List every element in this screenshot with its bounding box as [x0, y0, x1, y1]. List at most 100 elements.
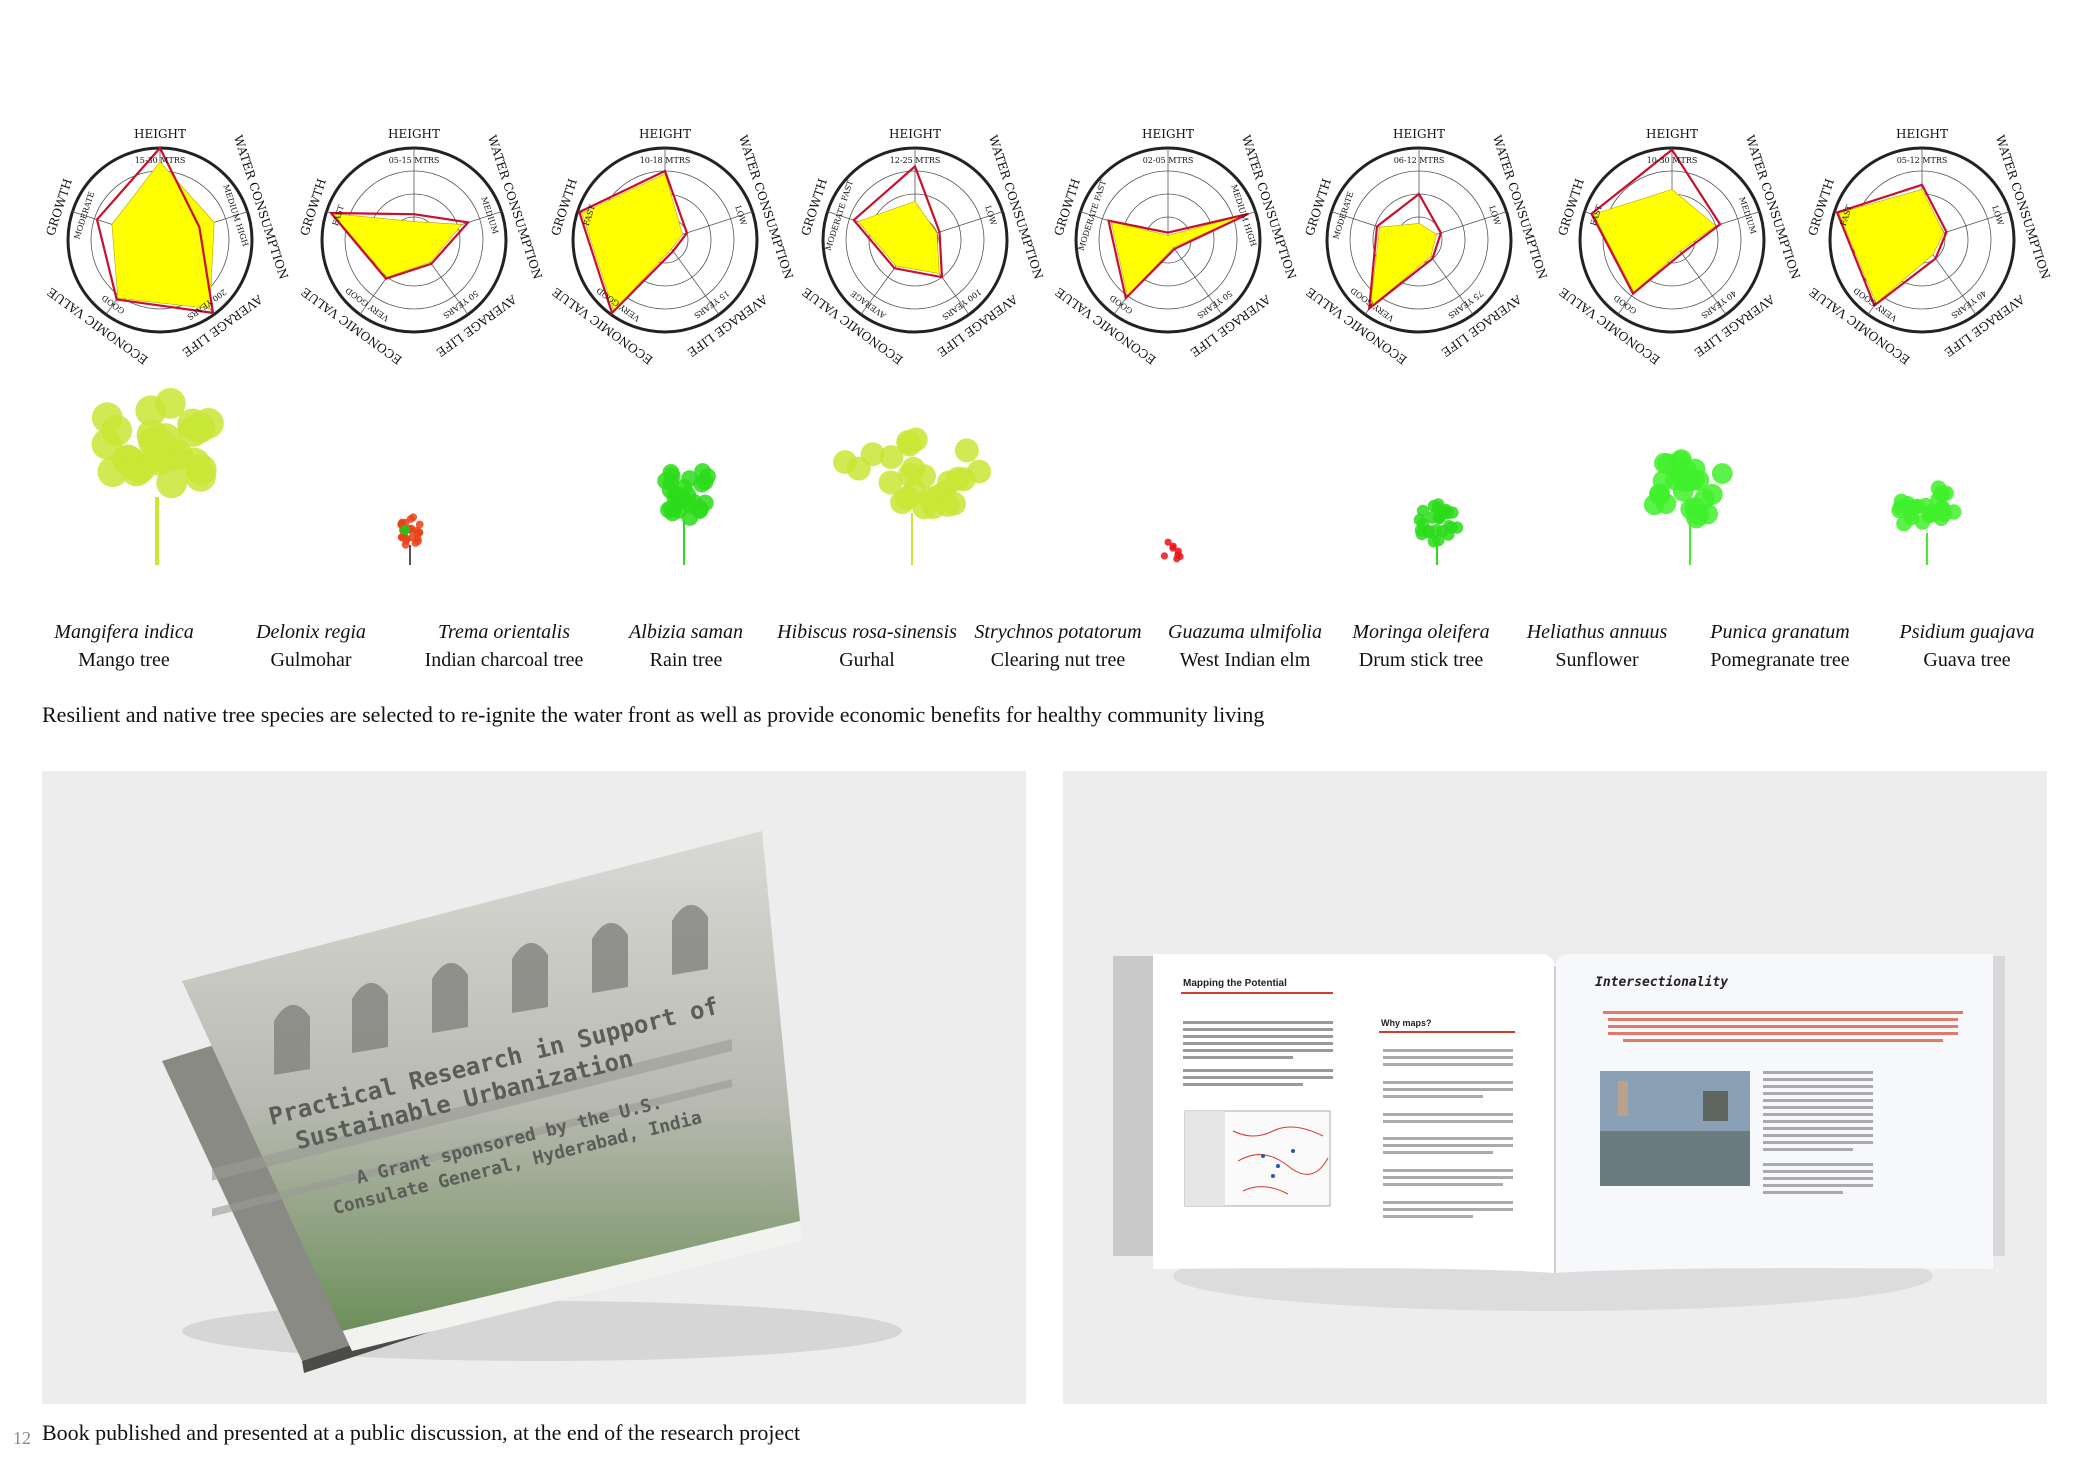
radar-level-label: 15-30 MTRS — [135, 156, 186, 165]
tree-icon — [1413, 498, 1464, 565]
tree-foliage — [1441, 506, 1454, 520]
radar-value-area — [1592, 189, 1717, 293]
species-scientific-name: Heliathus annuus — [1526, 621, 1668, 643]
species-common-name: Clearing nut tree — [990, 649, 1126, 671]
species-label: Hibiscus rosa-sinensis Gurhal — [767, 618, 967, 674]
spread-right-heading: Intersectionality — [1595, 975, 1728, 990]
tree-foliage — [1174, 547, 1182, 555]
species-label: Albizia saman Rain tree — [586, 618, 786, 674]
tree-foliage — [941, 491, 966, 516]
species-common-name: Sunflower — [1555, 649, 1639, 671]
tree-foliage — [1896, 515, 1912, 532]
radar-outline — [1835, 183, 1948, 308]
species-scientific-name: Punica granatum — [1710, 621, 1850, 643]
tree-foliage — [1935, 501, 1951, 517]
radar-axis-label: GROWTH — [1805, 177, 1837, 238]
radar-axis-label: ECONOMIC VALUE — [1557, 285, 1663, 367]
radar-level-label: LOW — [1990, 205, 2005, 228]
radar-level-label: LOW — [733, 205, 748, 228]
radar-axis-line — [1671, 239, 1727, 315]
radar-level-label: 06-12 MTRS — [1394, 156, 1445, 165]
tree-foliage — [879, 445, 904, 470]
radar-axis-label: HEIGHT — [1646, 127, 1698, 141]
tree-foliage — [409, 513, 418, 522]
species-label: Delonix regia Gulmohar — [211, 618, 411, 674]
tree-foliage — [1665, 469, 1686, 491]
tree-foliage — [155, 388, 186, 419]
tree-foliage — [890, 490, 915, 515]
book-caption: Book published and presented at a public… — [42, 1420, 801, 1445]
tree-icon — [1643, 449, 1733, 565]
radar-value-area — [1838, 189, 1945, 304]
tree-foliage — [696, 473, 714, 491]
tree-foliage — [1442, 528, 1455, 541]
radar-outline — [1107, 212, 1249, 301]
tree-foliage — [415, 520, 424, 529]
tree-foliage — [912, 464, 936, 489]
tree-icon — [833, 427, 992, 565]
radar-axis-label: HEIGHT — [889, 127, 941, 141]
tree-foliage — [401, 540, 410, 549]
tree-icon — [397, 513, 424, 565]
tree-foliage — [1427, 535, 1441, 548]
radar-value-area — [331, 213, 463, 278]
radar-level-label: MODERATE — [72, 190, 96, 240]
tree-icon — [1160, 538, 1184, 563]
tree-foliage — [954, 438, 979, 463]
species-label: Psidium guajava Guava tree — [1867, 618, 2067, 674]
radar-level-label: MEDIUM HIGH — [1229, 183, 1258, 247]
radar-level-label: 40 YEARS — [1699, 289, 1738, 320]
tree-foliage — [1164, 538, 1172, 546]
tree-foliage — [951, 467, 976, 492]
tree-foliage — [156, 467, 188, 499]
radar-axis-label: GROWTH — [798, 177, 830, 238]
tree-foliage — [408, 533, 416, 542]
radar-level-label: 50 YEARS — [1195, 289, 1234, 320]
radar-level-label: 40 YEARS — [1949, 289, 1988, 320]
species-scientific-name: Psidium guajava — [1899, 621, 2035, 643]
species-label: Punica granatum Pomegranate tree — [1680, 618, 1880, 674]
radar-axis-label: HEIGHT — [134, 127, 186, 141]
tree-foliage — [1654, 452, 1675, 474]
species-scientific-name: Moringa oleifera — [1352, 621, 1490, 643]
tree-foliage — [101, 415, 133, 446]
species-scientific-name: Strychnos potatorum — [974, 621, 1142, 643]
radar-level-label: LOW — [983, 205, 998, 228]
radar-level-label: LOW — [1487, 205, 1502, 228]
tree-foliage — [1669, 451, 1691, 472]
tree-foliage — [918, 486, 943, 511]
book-spread-illustration: Mapping the Potential Why maps? Interse — [1113, 954, 2005, 1311]
tree-foliage — [397, 533, 406, 542]
tree-foliage — [675, 479, 693, 496]
page-number: 12 — [13, 1428, 31, 1448]
radar-outline — [577, 169, 689, 315]
species-common-name: West Indian elm — [1179, 649, 1311, 671]
tree-foliage — [415, 528, 424, 537]
radar-outline — [1590, 148, 1722, 296]
radar-axis-label: GROWTH — [297, 177, 329, 238]
radar-level-label: 75 YEARS — [1446, 289, 1485, 320]
spread-why-maps: Why maps? — [1381, 1018, 1432, 1028]
radar-axis-label: ECONOMIC VALUE — [1053, 285, 1159, 367]
radar-value-area — [1369, 223, 1437, 308]
tree-foliage — [660, 501, 677, 519]
radar-chart-row: HEIGHT 15-30 MTRS WATER CONSUMPTION MEDIUM … — [0, 0, 2085, 380]
tree-illustration-row — [0, 380, 2085, 580]
tree-foliage — [1413, 513, 1427, 527]
species-label: Strychnos potatorum Clearing nut tree — [958, 618, 1158, 674]
tree-foliage — [1649, 483, 1670, 505]
radar-level-label: 12-25 MTRS — [890, 156, 941, 165]
radar-level-label: 15 YEARS — [692, 289, 731, 320]
radar-outline — [852, 164, 944, 279]
radar-level-label: MEDIUM HIGH — [221, 183, 250, 247]
tree-foliage — [657, 472, 674, 490]
species-scientific-name: Mangifera indica — [54, 621, 194, 643]
radar-axis-label: GROWTH — [1051, 177, 1083, 238]
radar-axis-label: HEIGHT — [1896, 127, 1948, 141]
